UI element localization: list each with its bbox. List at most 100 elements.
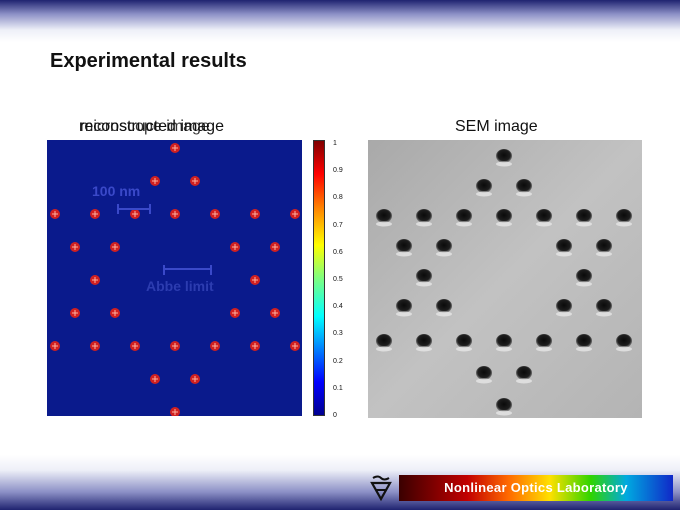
sem-hole-highlight bbox=[576, 346, 592, 352]
peak-crosshair-icon bbox=[172, 409, 178, 415]
peak-crosshair-icon bbox=[172, 145, 178, 151]
scale-bar-100nm bbox=[117, 204, 151, 214]
sem-hole-highlight bbox=[456, 346, 472, 352]
sem-hole-highlight bbox=[396, 251, 412, 257]
sem-hole-highlight bbox=[436, 251, 452, 257]
sem-hole-highlight bbox=[616, 346, 632, 352]
colorbar-tick: 0.2 bbox=[333, 357, 343, 365]
peak-crosshair-icon bbox=[52, 211, 58, 217]
peak-crosshair-icon bbox=[232, 310, 238, 316]
sem-hole-highlight bbox=[376, 346, 392, 352]
sem-hole-highlight bbox=[496, 161, 512, 167]
sem-hole-highlight bbox=[556, 251, 572, 257]
peak-crosshair-icon bbox=[252, 277, 258, 283]
peak-crosshair-icon bbox=[112, 310, 118, 316]
sem-hole-highlight bbox=[616, 221, 632, 227]
sem-image-label: SEM image bbox=[455, 118, 538, 135]
sem-hole-highlight bbox=[416, 346, 432, 352]
peak-crosshair-icon bbox=[92, 277, 98, 283]
sem-holes bbox=[368, 140, 642, 418]
peak-crosshair-icon bbox=[272, 310, 278, 316]
sem-hole bbox=[476, 179, 492, 193]
peak-crosshair-icon bbox=[72, 244, 78, 250]
sem-hole-highlight bbox=[416, 221, 432, 227]
scale-bar-abbe bbox=[163, 265, 212, 275]
lab-name-banner: Nonlinear Optics Laboratory bbox=[399, 475, 673, 501]
sem-hole-highlight bbox=[576, 281, 592, 287]
colorbar-tick: 0.4 bbox=[333, 303, 343, 311]
reconstructed-image-label: reconstructed image bbox=[79, 118, 224, 135]
peak-crosshair-icon bbox=[152, 178, 158, 184]
colorbar-tick: 0.3 bbox=[333, 330, 343, 338]
sem-hole bbox=[496, 209, 512, 223]
sem-hole bbox=[396, 239, 412, 253]
peak-crosshair-icon bbox=[192, 376, 198, 382]
sem-hole bbox=[436, 299, 452, 313]
sem-hole bbox=[576, 269, 592, 283]
reconstructed-image-figure: 1 0.9 0.8 0.7 0.6 0.5 0.4 0.3 0.2 0.1 0 bbox=[45, 138, 345, 420]
peak-crosshair-icon bbox=[272, 244, 278, 250]
sem-hole bbox=[556, 239, 572, 253]
reconstructed-image-plot bbox=[47, 140, 302, 416]
sem-hole bbox=[376, 334, 392, 348]
sem-hole bbox=[416, 269, 432, 283]
peak-crosshair-icon bbox=[112, 244, 118, 250]
peak-crosshair-icon bbox=[132, 211, 138, 217]
sem-hole bbox=[496, 334, 512, 348]
sem-hole-highlight bbox=[516, 378, 532, 384]
sem-hole bbox=[556, 299, 572, 313]
sem-hole bbox=[616, 334, 632, 348]
colorbar-tick: 0.5 bbox=[333, 276, 343, 283]
peak-crosshair-icon bbox=[292, 343, 298, 349]
slide-title: Experimental results bbox=[50, 50, 247, 72]
sem-hole-highlight bbox=[416, 281, 432, 287]
colorbar-tick: 0.1 bbox=[333, 384, 343, 392]
sem-hole-highlight bbox=[496, 346, 512, 352]
sem-hole bbox=[516, 179, 532, 193]
sem-hole bbox=[536, 334, 552, 348]
sem-hole-highlight bbox=[376, 221, 392, 227]
sem-hole-highlight bbox=[556, 311, 572, 317]
sem-image bbox=[368, 140, 642, 418]
sem-hole bbox=[576, 209, 592, 223]
sem-hole bbox=[616, 209, 632, 223]
peak-crosshair-icon bbox=[72, 310, 78, 316]
sem-hole bbox=[576, 334, 592, 348]
colorbar-tick: 0.8 bbox=[333, 194, 343, 202]
sem-hole-highlight bbox=[476, 378, 492, 384]
sem-hole-highlight bbox=[496, 410, 512, 416]
sem-hole bbox=[596, 299, 612, 313]
peak-crosshair-icon bbox=[92, 211, 98, 217]
microscope-image-label: microscope image bbox=[80, 118, 210, 135]
sem-hole-highlight bbox=[496, 221, 512, 227]
peak-crosshair-icon bbox=[192, 178, 198, 184]
sem-hole bbox=[436, 239, 452, 253]
peak-crosshair-icon bbox=[212, 211, 218, 217]
sem-hole-highlight bbox=[536, 346, 552, 352]
colorbar-tick: 1 bbox=[333, 140, 337, 147]
sem-hole-highlight bbox=[516, 191, 532, 197]
peak-crosshair-icon bbox=[232, 244, 238, 250]
sem-hole bbox=[416, 209, 432, 223]
peak-crosshair-icon bbox=[212, 343, 218, 349]
peak-crosshair-icon bbox=[152, 376, 158, 382]
technion-logo-icon bbox=[370, 475, 392, 502]
reconstructed-image-markers bbox=[50, 143, 300, 416]
sem-hole-highlight bbox=[596, 311, 612, 317]
sem-hole bbox=[396, 299, 412, 313]
peak-crosshair-icon bbox=[132, 343, 138, 349]
colorbar-tick: 0.6 bbox=[333, 248, 343, 256]
scale-label-100nm: 100 nm bbox=[92, 183, 141, 199]
sem-hole bbox=[496, 149, 512, 163]
sem-hole bbox=[476, 366, 492, 380]
sem-hole-highlight bbox=[396, 311, 412, 317]
sem-hole-highlight bbox=[456, 221, 472, 227]
sem-hole bbox=[456, 209, 472, 223]
scale-label-abbe: Abbe limit bbox=[146, 278, 214, 294]
peak-crosshair-icon bbox=[172, 343, 178, 349]
sem-hole-highlight bbox=[476, 191, 492, 197]
colorbar-tick: 0.9 bbox=[333, 167, 343, 175]
colorbar bbox=[313, 140, 325, 416]
peak-crosshair-icon bbox=[172, 211, 178, 217]
colorbar-tick: 0.7 bbox=[333, 221, 343, 229]
